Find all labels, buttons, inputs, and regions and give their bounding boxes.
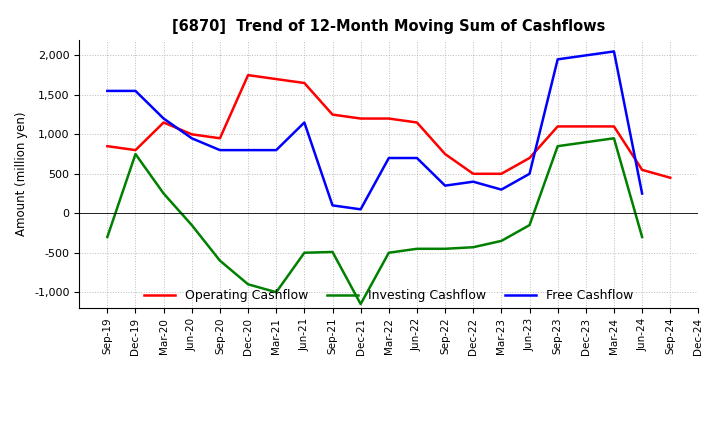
Title: [6870]  Trend of 12-Month Moving Sum of Cashflows: [6870] Trend of 12-Month Moving Sum of C… <box>172 19 606 34</box>
Operating Cashflow <box>384 116 393 121</box>
Free Cashflow <box>582 53 590 58</box>
Free Cashflow <box>554 57 562 62</box>
Operating Cashflow <box>272 77 281 82</box>
Operating Cashflow <box>638 167 647 172</box>
Investing Cashflow <box>469 245 477 250</box>
Operating Cashflow <box>356 116 365 121</box>
Investing Cashflow <box>525 223 534 228</box>
Investing Cashflow <box>610 136 618 141</box>
Free Cashflow <box>300 120 309 125</box>
Free Cashflow <box>103 88 112 94</box>
Investing Cashflow <box>244 282 253 287</box>
Investing Cashflow <box>441 246 449 251</box>
Free Cashflow <box>413 155 421 161</box>
Operating Cashflow <box>525 155 534 161</box>
Free Cashflow <box>610 49 618 54</box>
Line: Free Cashflow: Free Cashflow <box>107 51 642 209</box>
Free Cashflow <box>215 147 224 153</box>
Operating Cashflow <box>244 73 253 78</box>
Free Cashflow <box>244 147 253 153</box>
Operating Cashflow <box>413 120 421 125</box>
Investing Cashflow <box>638 235 647 240</box>
Investing Cashflow <box>356 301 365 307</box>
Investing Cashflow <box>328 249 337 255</box>
Investing Cashflow <box>159 191 168 196</box>
Investing Cashflow <box>384 250 393 255</box>
Investing Cashflow <box>554 143 562 149</box>
Operating Cashflow <box>328 112 337 117</box>
Operating Cashflow <box>300 81 309 86</box>
Investing Cashflow <box>497 238 505 244</box>
Operating Cashflow <box>666 175 675 180</box>
Operating Cashflow <box>103 143 112 149</box>
Operating Cashflow <box>131 147 140 153</box>
Legend: Operating Cashflow, Investing Cashflow, Free Cashflow: Operating Cashflow, Investing Cashflow, … <box>139 284 639 307</box>
Free Cashflow <box>356 207 365 212</box>
Investing Cashflow <box>187 223 196 228</box>
Y-axis label: Amount (million yen): Amount (million yen) <box>15 112 28 236</box>
Free Cashflow <box>159 116 168 121</box>
Free Cashflow <box>441 183 449 188</box>
Investing Cashflow <box>413 246 421 251</box>
Line: Investing Cashflow: Investing Cashflow <box>107 138 642 304</box>
Operating Cashflow <box>215 136 224 141</box>
Free Cashflow <box>328 203 337 208</box>
Investing Cashflow <box>582 139 590 145</box>
Operating Cashflow <box>159 120 168 125</box>
Investing Cashflow <box>272 290 281 295</box>
Investing Cashflow <box>103 235 112 240</box>
Free Cashflow <box>469 179 477 184</box>
Operating Cashflow <box>187 132 196 137</box>
Operating Cashflow <box>441 151 449 157</box>
Operating Cashflow <box>582 124 590 129</box>
Free Cashflow <box>525 171 534 176</box>
Investing Cashflow <box>215 258 224 263</box>
Free Cashflow <box>384 155 393 161</box>
Free Cashflow <box>497 187 505 192</box>
Investing Cashflow <box>300 250 309 255</box>
Free Cashflow <box>187 136 196 141</box>
Investing Cashflow <box>131 151 140 157</box>
Operating Cashflow <box>469 171 477 176</box>
Line: Operating Cashflow: Operating Cashflow <box>107 75 670 178</box>
Operating Cashflow <box>610 124 618 129</box>
Operating Cashflow <box>497 171 505 176</box>
Free Cashflow <box>272 147 281 153</box>
Operating Cashflow <box>554 124 562 129</box>
Free Cashflow <box>638 191 647 196</box>
Free Cashflow <box>131 88 140 94</box>
